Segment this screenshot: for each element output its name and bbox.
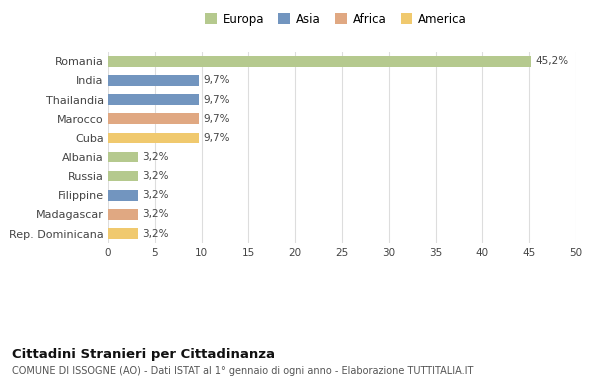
Text: 3,2%: 3,2% [143,190,169,200]
Bar [108,228,138,239]
Bar [108,209,138,220]
Text: 3,2%: 3,2% [143,152,169,162]
Text: 3,2%: 3,2% [143,171,169,181]
Bar [108,190,138,201]
Text: Cittadini Stranieri per Cittadinanza: Cittadini Stranieri per Cittadinanza [12,348,275,361]
Text: 3,2%: 3,2% [143,209,169,220]
Text: 45,2%: 45,2% [536,56,569,66]
Bar [108,133,199,143]
Bar [108,56,531,66]
Bar [108,75,199,86]
Bar [108,152,138,162]
Text: COMUNE DI ISSOGNE (AO) - Dati ISTAT al 1° gennaio di ogni anno - Elaborazione TU: COMUNE DI ISSOGNE (AO) - Dati ISTAT al 1… [12,366,473,375]
Text: 9,7%: 9,7% [203,75,230,86]
Bar [108,94,199,105]
Text: 9,7%: 9,7% [203,133,230,143]
Text: 9,7%: 9,7% [203,95,230,105]
Text: 3,2%: 3,2% [143,229,169,239]
Bar [108,114,199,124]
Legend: Europa, Asia, Africa, America: Europa, Asia, Africa, America [200,8,472,30]
Text: 9,7%: 9,7% [203,114,230,124]
Bar [108,171,138,181]
